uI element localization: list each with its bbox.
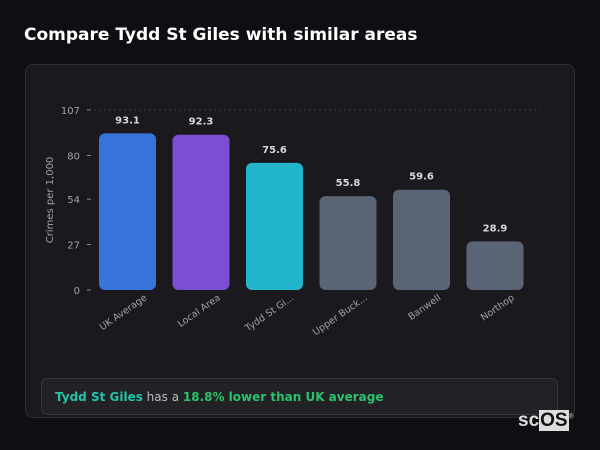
x-tick-label: Banwell <box>406 292 443 322</box>
bar-4 <box>393 189 450 290</box>
bar-5 <box>466 241 524 290</box>
summary-text: has a <box>142 390 183 404</box>
bar-value-label: 75.6 <box>262 145 287 156</box>
y-tick-label: 107 <box>61 106 80 117</box>
bar-value-label: 55.8 <box>336 178 361 189</box>
x-tick-label: Tydd St Gi... <box>243 292 297 334</box>
scos-logo: scOS® <box>518 410 574 431</box>
bar-chart: 0 27 54 80 107 Crimes per 1,000 93.1 UK Average… <box>45 106 540 338</box>
bar-value-label: 93.1 <box>115 115 140 126</box>
summary-box: Tydd St Giles has a 18.8% lower than UK … <box>41 378 558 415</box>
summary-area: Tydd St Giles <box>55 390 143 404</box>
y-tick-label: 54 <box>67 195 80 206</box>
y-tick-label: 0 <box>74 286 80 297</box>
x-tick-label: Northop <box>479 292 517 323</box>
y-tick-label: 27 <box>67 241 80 252</box>
bar-0 <box>99 133 156 290</box>
x-tick-label: Upper Buck... <box>311 292 370 338</box>
bar-2 <box>246 162 303 290</box>
page-title: Compare Tydd St Giles with similar areas <box>24 25 418 45</box>
bar-3 <box>319 196 377 290</box>
bar-value-label: 92.3 <box>189 117 214 128</box>
x-tick-label: Local Area <box>176 292 223 329</box>
y-tick-label: 80 <box>67 151 80 162</box>
x-tick-label: UK Average <box>98 292 150 333</box>
bar-value-label: 28.9 <box>483 223 508 234</box>
y-axis-label: Crimes per 1,000 <box>45 157 56 244</box>
bar-value-label: 59.6 <box>409 172 434 183</box>
summary-comparison: 18.8% lower than UK average <box>182 390 384 404</box>
bar-1 <box>172 134 230 290</box>
